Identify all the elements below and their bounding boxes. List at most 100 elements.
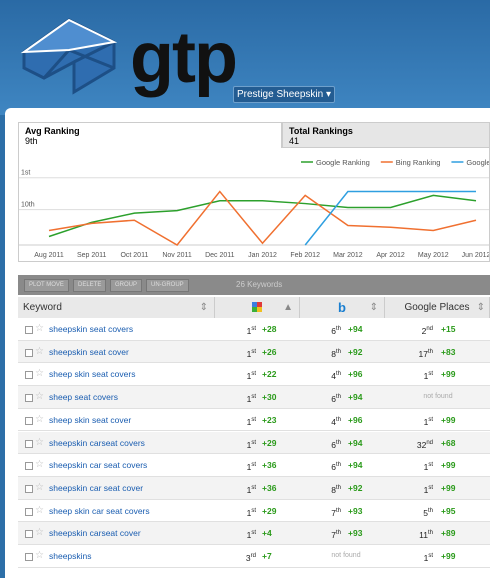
star[interactable]: ☆ [35,413,44,425]
rank-change: +96 [348,414,363,425]
keyword-link[interactable]: sheep skin seat covers [49,369,136,380]
rank: 1st [423,462,433,473]
checkbox[interactable] [25,371,33,380]
rank-change: +99 [441,414,456,425]
rank: 1st [423,484,433,495]
tab-value: 9th [25,136,38,146]
x-tick-label: Sep 2011 [77,252,107,259]
rank-change: +30 [262,392,277,403]
rank: 8th [331,348,341,359]
rank: 1st [423,552,433,563]
x-tick-label: Jan 2012 [248,252,277,259]
rank: 1st [246,439,256,450]
x-tick-label: Feb 2012 [290,252,320,259]
x-tick-label: Nov 2011 [162,252,192,259]
star[interactable]: ☆ [35,368,44,380]
column-title: Keyword [23,302,62,313]
tab[interactable]: Avg Ranking 9th [18,122,282,148]
rank-change: +7 [262,551,272,561]
keyword-count: 26 Keywords [236,280,283,289]
keyword-link[interactable]: sheepskins [49,551,92,561]
rank: 1st [246,371,256,382]
checkbox[interactable] [25,394,33,403]
keyword-link[interactable]: sheep seat covers [49,392,118,403]
rank: 1st [246,484,256,495]
rank: 3rd [245,552,256,563]
keyword-link[interactable]: sheepskin carseat cover [49,528,141,539]
star[interactable]: ☆ [35,504,44,516]
checkbox[interactable] [25,507,33,516]
rank: 1st [246,416,256,427]
star[interactable]: ☆ [35,550,44,561]
rank-change: +94 [348,460,363,471]
checkbox[interactable] [25,530,33,539]
rank-change: +89 [441,528,456,539]
bing-icon: b [338,300,346,315]
keyword-link[interactable]: sheepskin carseat covers [49,437,145,448]
rank-change: +22 [262,369,277,380]
column-header[interactable]: Keyword ⇕ [18,297,215,318]
rank-change: +93 [348,505,363,516]
rank-change: +94 [348,392,363,403]
keyword-link[interactable]: sheep skin car seat covers [49,505,150,516]
star[interactable]: ☆ [35,459,44,471]
toolbar-button[interactable]: PLOT MOVE [24,279,69,292]
table-row: ☆ sheepskin seat covers 1st +28 6th +94 2nd +15 [18,318,490,341]
rank-change: +4 [262,528,272,539]
rank: 1st [246,462,256,473]
column-header[interactable]: Google Places ⇕ [385,297,490,318]
keyword-link[interactable]: sheepskin car seat cover [49,482,144,493]
rank: 1st [246,393,256,404]
series-line [48,190,477,246]
rank-change: +23 [262,414,277,425]
star[interactable]: ☆ [35,345,44,357]
star[interactable]: ☆ [35,391,44,403]
checkbox[interactable] [25,348,33,357]
tab[interactable]: Total Rankings 41 [282,122,490,148]
checkbox[interactable] [25,416,33,425]
column-title: Google Places [404,302,470,313]
table-row: ☆ sheep skin seat cover 1st +23 4th +96 1st +99 [18,408,490,432]
keyword-link[interactable]: sheepskin seat covers [49,324,134,334]
checkbox[interactable] [25,462,33,471]
x-tick-label: Aug 2011 [34,252,64,259]
toolbar-button[interactable]: UN-GROUP [146,279,189,292]
table-row: ☆ sheep skin car seat covers 1st +29 7th +93 5… [18,499,490,523]
column-header[interactable]: ▲ [215,297,300,318]
toolbar-button[interactable]: DELETE [73,279,107,292]
checkbox[interactable] [25,553,33,561]
rank-change: +15 [441,324,456,334]
rank-change: +95 [441,505,456,516]
checkbox[interactable] [25,439,33,448]
star[interactable]: ☆ [35,436,44,448]
not-found: not found [331,552,361,559]
header: gtp Prestige Sheepskin ▾ [0,0,490,115]
checkbox[interactable] [25,326,33,334]
table-row: ☆ sheepskin car seat cover 1st +36 8th +92 1st… [18,476,490,500]
rank-change: +99 [441,482,456,493]
star[interactable]: ☆ [35,481,44,493]
star[interactable]: ☆ [35,527,44,539]
tab-title: Total Rankings [289,126,353,136]
rank: 6th [331,325,341,336]
table-row: ☆ sheepskin car seat covers 1st +36 6th +94 1s… [18,454,490,477]
rank: 2nd [421,325,433,336]
table-row: ☆ sheepskin carseat covers 1st +29 6th +94 32n… [18,431,490,455]
tab-value: 41 [289,136,300,146]
checkbox[interactable] [25,484,33,493]
account-dropdown[interactable]: Prestige Sheepskin ▾ [233,86,335,103]
rank: 11th [419,530,433,541]
keyword-link[interactable]: sheep skin seat cover [49,414,132,425]
x-tick-label: Apr 2012 [376,252,405,259]
rank-change: +83 [441,346,456,357]
rank-change: +99 [441,460,456,471]
keyword-link[interactable]: sheepskin car seat covers [49,460,148,471]
rank-change: +94 [348,324,363,334]
rank-change: +99 [441,551,456,561]
keyword-link[interactable]: sheepskin seat cover [49,346,129,357]
toolbar-button[interactable]: GROUP [110,279,143,292]
column-header[interactable]: b ⇕ [300,297,385,318]
star[interactable]: ☆ [35,323,44,334]
logo-mark [20,18,118,95]
